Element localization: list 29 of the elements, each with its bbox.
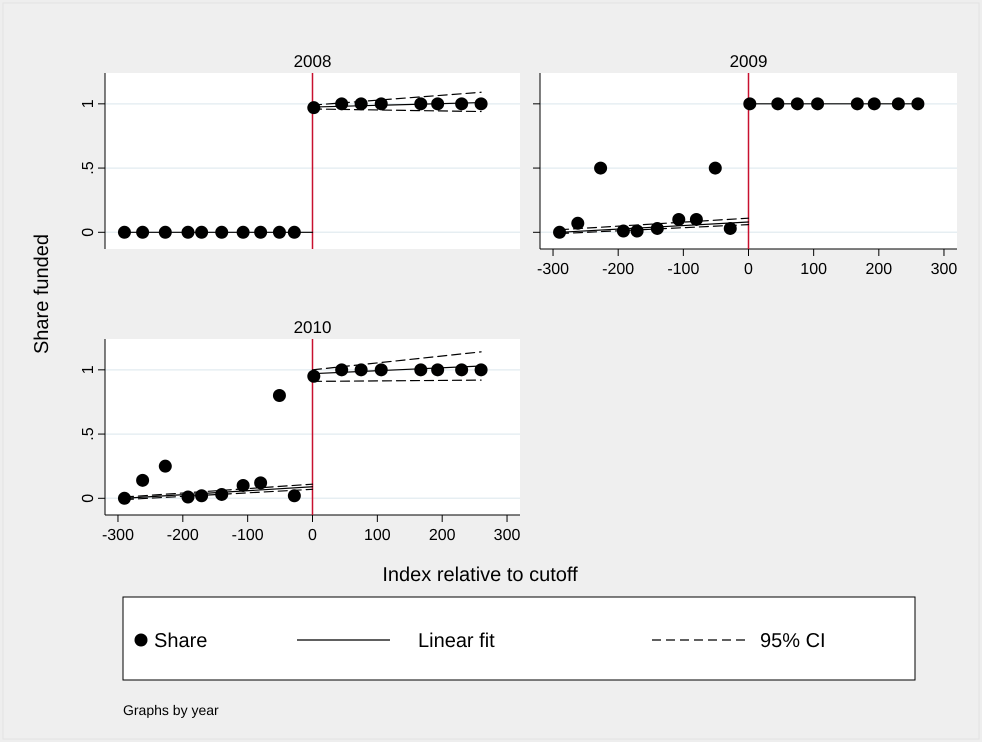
chart-title: 2009 xyxy=(730,52,768,71)
x-tick-label: -300 xyxy=(102,527,134,544)
x-tick-label: 100 xyxy=(364,527,391,544)
x-tick-label: 200 xyxy=(865,261,892,278)
x-tick-label: 100 xyxy=(800,261,828,278)
chart-title: 2008 xyxy=(294,52,332,71)
legend-label: 95% CI xyxy=(760,630,826,652)
text: Graphs by year xyxy=(123,702,220,718)
y-tick-label: 0 xyxy=(80,228,97,237)
x-tick-label: -100 xyxy=(667,261,700,278)
legend-label: Share xyxy=(154,630,208,652)
x-tick-label: 200 xyxy=(428,527,456,544)
y-tick-label: .5 xyxy=(80,427,97,441)
x-tick-label: -100 xyxy=(232,527,264,544)
chart-title: 2010 xyxy=(294,318,332,337)
legend-label: Linear fit xyxy=(418,630,496,652)
y-tick-label: .5 xyxy=(80,161,97,175)
x-axis-title: Index relative to cutoff xyxy=(382,564,578,586)
x-tick-label: 300 xyxy=(494,527,520,544)
y-tick-label: 1 xyxy=(80,365,97,374)
y-tick-label: 1 xyxy=(80,99,97,108)
x-tick-label: 0 xyxy=(308,527,318,544)
x-tick-label: -300 xyxy=(537,261,570,278)
x-tick-label: -200 xyxy=(166,527,199,544)
x-tick-label: 0 xyxy=(744,261,754,278)
x-tick-label: -200 xyxy=(602,261,634,278)
x-tick-label: 300 xyxy=(930,261,958,278)
y-tick-label: 0 xyxy=(80,494,97,503)
y-axis-title: Share funded xyxy=(31,234,53,354)
